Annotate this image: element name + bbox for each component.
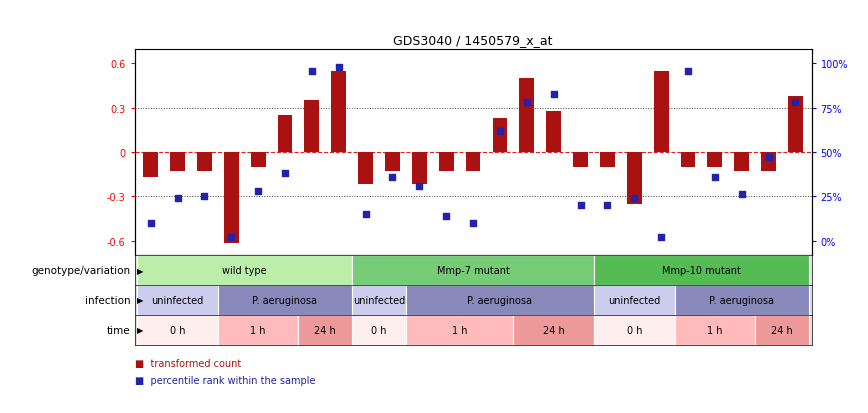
Bar: [137, 315, 218, 345]
Bar: [546, 112, 561, 153]
Text: 0 h: 0 h: [372, 325, 387, 335]
Text: 1 h: 1 h: [707, 325, 722, 335]
Text: ▶: ▶: [137, 296, 143, 305]
Bar: [218, 315, 299, 345]
Point: [358, 211, 372, 218]
Bar: [594, 256, 809, 285]
Bar: [627, 153, 641, 204]
Point: [144, 220, 158, 227]
Text: Mmp-10 mutant: Mmp-10 mutant: [662, 266, 741, 275]
Text: 24 h: 24 h: [542, 325, 564, 335]
Bar: [412, 153, 427, 185]
Bar: [465, 153, 481, 172]
Bar: [492, 119, 507, 153]
Bar: [218, 285, 352, 315]
Bar: [406, 285, 594, 315]
Text: infection: infection: [84, 295, 130, 305]
Point: [761, 154, 775, 161]
Point: [788, 100, 802, 107]
Point: [251, 188, 265, 195]
Bar: [788, 97, 803, 153]
Bar: [305, 101, 319, 153]
Point: [708, 174, 722, 180]
Text: genotype/variation: genotype/variation: [31, 266, 130, 275]
Bar: [352, 256, 594, 285]
Bar: [600, 153, 615, 167]
Bar: [674, 285, 809, 315]
Bar: [299, 315, 352, 345]
Bar: [385, 153, 400, 172]
Text: ▶: ▶: [137, 325, 143, 335]
Text: 24 h: 24 h: [771, 325, 792, 335]
Point: [466, 220, 480, 227]
Bar: [734, 153, 749, 172]
Bar: [681, 153, 695, 167]
Point: [412, 183, 426, 190]
Text: uninfected: uninfected: [608, 295, 661, 305]
Point: [224, 234, 238, 241]
Bar: [439, 153, 454, 172]
Bar: [352, 285, 406, 315]
Text: ■  percentile rank within the sample: ■ percentile rank within the sample: [135, 375, 315, 385]
Bar: [251, 153, 266, 167]
Bar: [137, 285, 218, 315]
Point: [197, 193, 211, 200]
Point: [439, 213, 453, 219]
Text: ■  transformed count: ■ transformed count: [135, 358, 240, 368]
Text: P. aeruginosa: P. aeruginosa: [709, 295, 774, 305]
Text: 0 h: 0 h: [627, 325, 642, 335]
Bar: [594, 315, 674, 345]
Bar: [197, 153, 212, 172]
Text: ▶: ▶: [137, 266, 143, 275]
Bar: [761, 153, 776, 172]
Text: time: time: [107, 325, 130, 335]
Bar: [352, 315, 406, 345]
Point: [305, 68, 319, 75]
Bar: [674, 315, 755, 345]
Point: [278, 171, 292, 177]
Point: [493, 128, 507, 135]
Point: [601, 202, 615, 209]
Bar: [137, 256, 352, 285]
Bar: [332, 71, 346, 153]
Point: [628, 195, 641, 202]
Point: [654, 234, 668, 241]
Point: [681, 68, 695, 75]
Bar: [513, 315, 594, 345]
Bar: [143, 153, 158, 178]
Point: [332, 64, 345, 71]
Text: P. aeruginosa: P. aeruginosa: [253, 295, 318, 305]
Point: [520, 100, 534, 107]
Text: uninfected: uninfected: [353, 295, 405, 305]
Bar: [594, 285, 674, 315]
Bar: [406, 315, 513, 345]
Bar: [654, 71, 668, 153]
Point: [171, 195, 185, 202]
Bar: [224, 153, 239, 244]
Point: [385, 174, 399, 180]
Bar: [755, 315, 809, 345]
Text: 24 h: 24 h: [314, 325, 336, 335]
Text: Mmp-7 mutant: Mmp-7 mutant: [437, 266, 510, 275]
Point: [735, 192, 749, 198]
Point: [547, 91, 561, 97]
Text: 1 h: 1 h: [452, 325, 467, 335]
Bar: [358, 153, 373, 185]
Bar: [573, 153, 588, 167]
Text: 0 h: 0 h: [170, 325, 185, 335]
Title: GDS3040 / 1450579_x_at: GDS3040 / 1450579_x_at: [393, 34, 553, 47]
Bar: [170, 153, 185, 172]
Text: uninfected: uninfected: [151, 295, 204, 305]
Text: wild type: wild type: [222, 266, 267, 275]
Bar: [278, 116, 293, 153]
Text: 1 h: 1 h: [250, 325, 266, 335]
Point: [574, 202, 588, 209]
Bar: [707, 153, 722, 167]
Text: P. aeruginosa: P. aeruginosa: [468, 295, 532, 305]
Bar: [519, 79, 534, 153]
